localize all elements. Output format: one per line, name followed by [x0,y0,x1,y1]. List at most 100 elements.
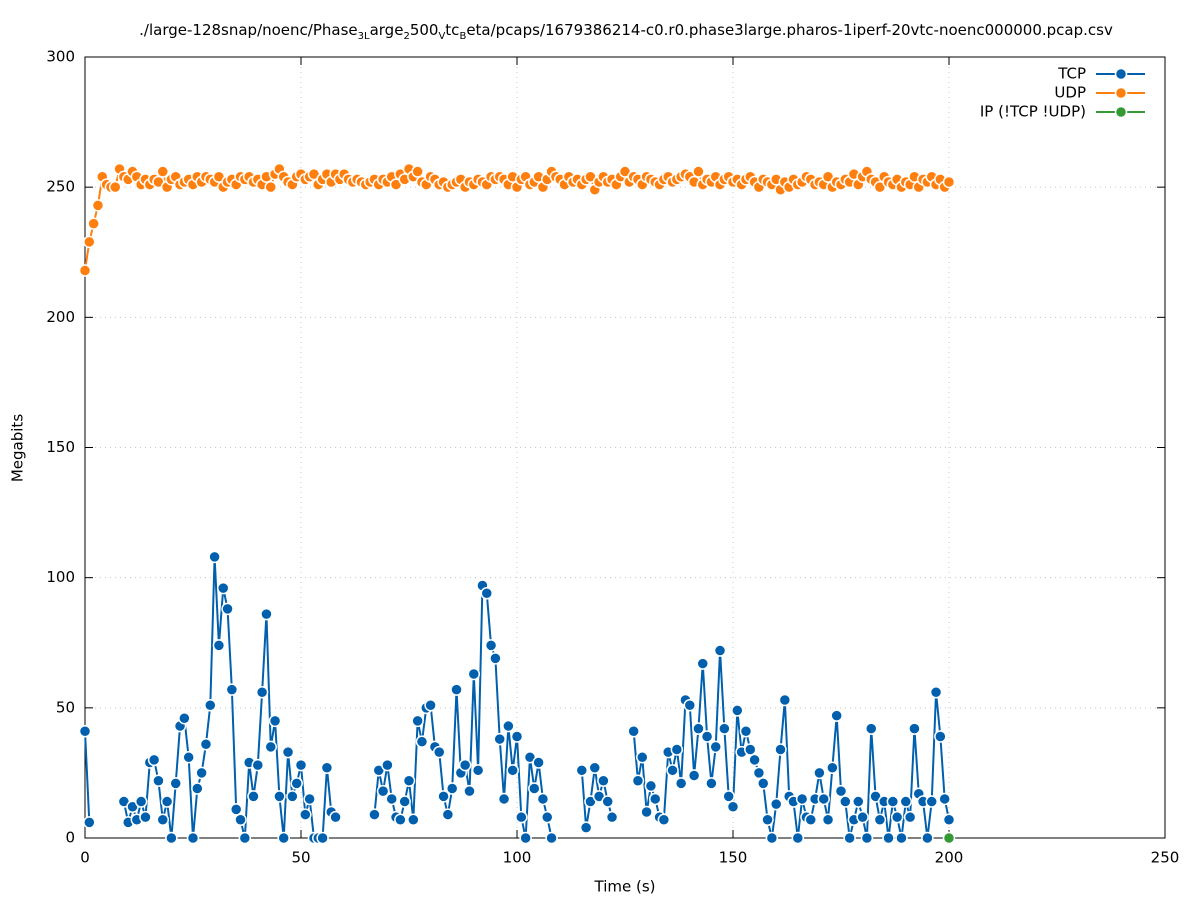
data-point [156,813,170,827]
data-point [942,175,956,189]
data-point [627,725,640,738]
data-point [273,790,286,803]
data-point [160,795,174,808]
data-point [778,693,792,707]
data-point [515,810,528,824]
data-point [761,813,774,827]
data-point [212,639,226,652]
data-point [640,805,653,819]
data-point [601,795,614,808]
data-point [411,165,424,178]
data-point [748,753,761,767]
data-point [316,831,329,845]
data-point [839,795,852,808]
y-tick-label: 250 [46,178,75,196]
data-point [540,810,554,824]
data-point [821,813,835,827]
title-part: tc [445,21,459,39]
data-point [636,751,649,764]
data-point [415,735,429,748]
data-point [294,758,308,772]
data-point [687,769,701,782]
data-point [895,831,908,845]
y-tick-label: 50 [56,698,75,716]
data-point [804,813,818,827]
data-point [791,831,805,845]
data-point [191,782,204,795]
data-point [752,766,766,780]
data-point [890,810,904,824]
data-point [394,813,407,827]
legend-label: TCP [1057,65,1086,83]
data-point [251,758,265,772]
data-point [744,743,757,756]
data-point [182,751,195,764]
data-point [705,777,718,790]
data-point [467,667,481,681]
data-point [458,758,472,772]
y-tick-label: 150 [46,438,75,456]
x-tick-label: 200 [935,849,964,867]
data-point [320,761,334,774]
y-tick-label: 300 [46,48,75,66]
data-point [91,199,105,212]
data-point [178,711,191,725]
data-point [942,813,956,827]
data-point [903,810,917,824]
data-point [718,722,731,735]
data-point [368,808,381,821]
legend-marker [1114,105,1128,119]
data-point [165,831,178,845]
data-point [186,831,200,845]
data-point [286,790,299,803]
legend-marker [1114,67,1128,81]
data-point [463,784,476,798]
data-point [929,685,943,699]
data-point [700,730,714,743]
data-point [83,816,96,829]
data-point [247,790,260,803]
data-point [532,756,545,769]
data-point [856,810,869,824]
data-point [545,831,558,845]
x-axis-label: Time (s) [594,878,656,896]
data-point [221,602,234,616]
data-point [238,831,252,845]
data-point [424,698,437,712]
data-point [152,774,165,787]
data-point [731,704,744,717]
data-point [411,714,424,728]
legend-marker [1114,86,1128,100]
data-point [795,792,809,806]
data-point [376,784,390,798]
data-point [519,831,532,845]
data-point [83,235,96,249]
data-point [437,790,450,803]
data-point [536,792,550,806]
data-point [108,180,122,194]
x-tick-label: 50 [291,849,310,867]
data-point [234,813,247,827]
data-point [506,764,519,777]
title-part: eta/pcaps/1679386214-c0.r0.phase3large.p… [466,21,1113,39]
data-point [78,264,92,277]
data-point [709,740,722,754]
data-point [666,764,679,777]
data-point [765,831,779,845]
data-point [281,745,295,759]
data-point [471,764,485,777]
data-point [528,782,541,795]
data-point [692,722,705,735]
data-point [648,792,662,806]
data-point [441,808,455,821]
data-point [726,800,740,814]
data-point [908,722,921,735]
chart-title: ./large-128snap/noenc/Phase3Large2500Vtc… [139,21,1113,42]
data-point [299,808,312,821]
data-point [830,709,843,722]
data-point [644,779,658,793]
data-point [579,821,593,834]
data-point [78,725,92,738]
y-tick-label: 0 [65,829,75,847]
